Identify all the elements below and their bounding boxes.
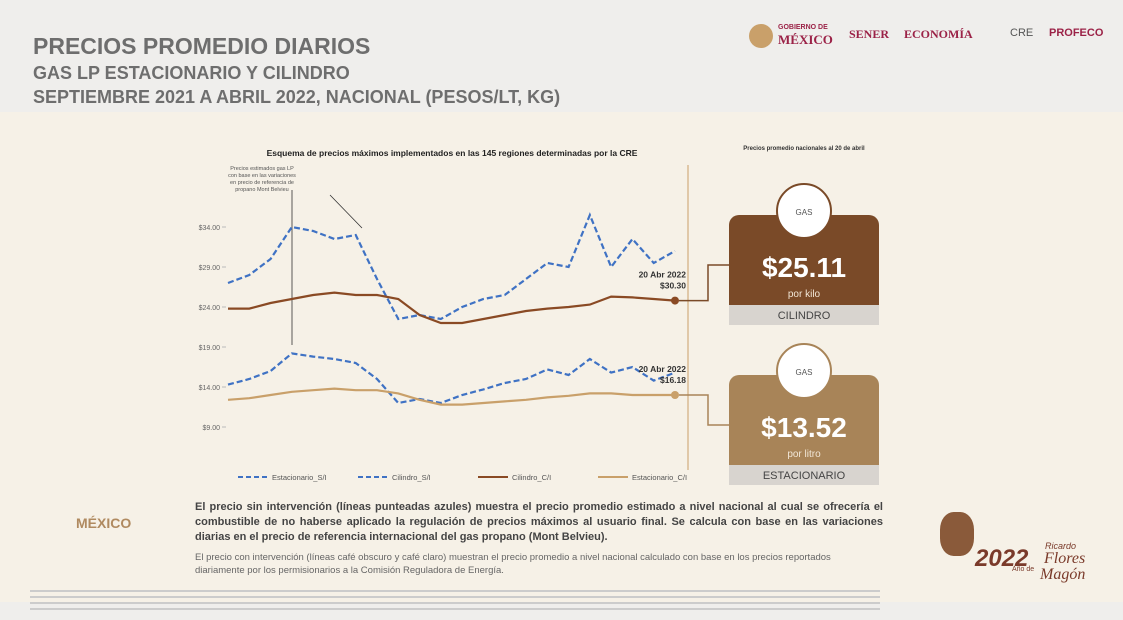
- left-logo: MÉXICO: [76, 515, 132, 531]
- seal: [749, 24, 773, 48]
- title: PRECIOS PROMEDIO DIARIOS: [33, 33, 371, 59]
- legend-label: Cilindro_S/I: [392, 473, 431, 482]
- y-tick-label: $9.00: [202, 425, 220, 432]
- callout-date: 20 Abr 2022: [639, 270, 687, 280]
- y-tick-label: $19.00: [199, 345, 221, 352]
- year-small: Año de: [1012, 566, 1035, 573]
- paragraph-1: El precio sin intervención (líneas punte…: [195, 501, 883, 543]
- footnote-lines: [30, 590, 880, 592]
- card-price: $25.11: [762, 252, 846, 283]
- y-tick-label: $24.00: [199, 305, 221, 312]
- legend-label: Cilindro_C/I: [512, 473, 551, 482]
- name2: Flores: [1044, 550, 1086, 567]
- y-tick-label: $34.00: [199, 225, 221, 232]
- name1: Ricardo: [1045, 541, 1077, 551]
- logo-profeco: PROFECO: [1049, 27, 1104, 39]
- icon-circle: [776, 183, 832, 239]
- card-label: CILINDRO: [778, 310, 831, 322]
- y-tick-label: $14.00: [199, 385, 221, 392]
- series-line: [227, 387, 675, 406]
- icon-circle: [776, 343, 832, 399]
- logo-cre: CRE: [1010, 27, 1034, 39]
- portrait: [940, 512, 974, 556]
- icon-text: GAS: [796, 208, 813, 217]
- end-dot: [671, 391, 679, 399]
- legend-label: Estacionario_S/I: [272, 473, 327, 482]
- card: [729, 375, 879, 485]
- card-label-bg: [729, 305, 879, 325]
- paper-band: [0, 112, 1123, 602]
- series-line: [228, 291, 676, 325]
- annotation: Precios estimados gas LP con base en las…: [228, 166, 296, 193]
- callout-price: $16.18: [660, 375, 686, 385]
- chart-title: Esquema de precios máximos implementados…: [267, 148, 638, 158]
- paragraph-2: El precio con intervención (líneas café …: [195, 552, 831, 576]
- annotation-arrow: [329, 194, 363, 229]
- card-unit: por litro: [787, 449, 821, 460]
- y-tick-label: $29.00: [199, 265, 221, 272]
- subtitle: GAS LP ESTACIONARIO Y CILINDRO: [33, 63, 350, 83]
- card-price: $13.52: [761, 412, 847, 443]
- connector: [679, 394, 730, 426]
- logo-sener: SENER: [849, 27, 890, 41]
- logo-gob: MÉXICO: [778, 32, 833, 47]
- logo-economia: ECONOMÍA: [904, 27, 973, 41]
- legend-label: Estacionario_C/I: [632, 473, 687, 482]
- icon-text: GAS: [796, 368, 813, 377]
- connector: [679, 264, 730, 302]
- name3: Magón: [1040, 566, 1086, 583]
- series-line: [227, 352, 676, 405]
- callout-date: 20 Abr 2022: [639, 364, 687, 374]
- card: [729, 215, 879, 325]
- card-label-bg: [729, 465, 879, 485]
- logo-gob-small: GOBIERNO DE: [778, 24, 828, 31]
- annotation-box: Precios estimados gas LP con base en las…: [228, 166, 296, 193]
- year: 2022: [975, 545, 1029, 572]
- series-line: [227, 212, 676, 321]
- cards-heading: Precios promedio nacionales al 20 de abr…: [743, 146, 865, 152]
- card-unit: por kilo: [788, 289, 821, 300]
- callout-price: $30.30: [660, 281, 686, 291]
- card-label: ESTACIONARIO: [763, 470, 846, 482]
- period: SEPTIEMBRE 2021 A ABRIL 2022, NACIONAL (…: [33, 87, 561, 107]
- end-dot: [671, 296, 679, 305]
